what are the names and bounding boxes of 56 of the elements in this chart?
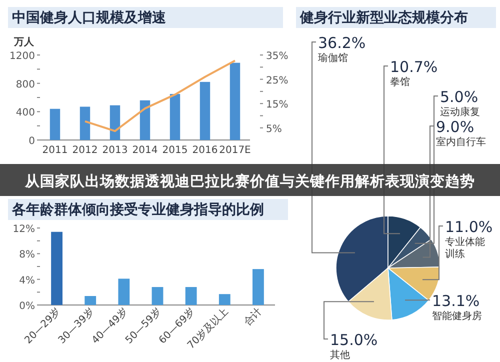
y-axis-title: 万人 [13,36,35,48]
bar [118,278,130,305]
x-tick-label: 2012 [72,145,98,156]
y2-tick-label: 35% [266,51,288,62]
x-tick-label: 2017E [219,145,251,156]
bar [170,94,180,140]
bar [140,100,150,140]
label: 11.0% 专业体能训练 [422,218,493,280]
data-label: 5.0% [440,88,478,106]
slice-label: 专业体能训练 [445,236,485,260]
label: 15.0% 其他 [324,301,378,361]
y-tick-label: 12% [12,224,35,235]
slice-label: 拳馆 [390,76,410,88]
bar [185,287,197,305]
y2-tick-label: 5% [266,124,282,135]
x-tick-label: 2013 [102,145,128,156]
bar [218,294,230,305]
slice-label: 智能健身房 [432,310,482,322]
slice-label: 室内自行车 [436,136,486,148]
y2-tick-label: 25% [266,75,288,86]
chart-title: 健身行业新型业态规模分布 [299,9,468,26]
y2-tick-label: 15% [266,100,288,111]
y-tick-label: 1200 [10,51,35,62]
bar [200,82,210,140]
bar [84,296,96,305]
data-label: 15.0% [330,331,378,349]
y-tick-label: 4% [19,275,35,286]
x-tick-label: 2011 [42,145,68,156]
y-tick-label: 8% [19,250,35,261]
slice-label: 瑜伽馆 [318,52,348,64]
label: 13.1% 智能健身房 [404,292,482,322]
bar [252,269,264,305]
x-tick-label: 2016 [192,145,218,156]
y-tick-label: 0% [19,301,35,312]
bar [230,62,240,140]
bar [50,108,60,140]
y-tick-label: 400 [16,108,35,119]
data-label: 10.7% [390,58,438,76]
slice-label: 运动康复 [440,106,480,118]
bar [51,232,62,305]
x-tick-label: 合计 [242,306,264,328]
bar [80,106,90,140]
x-tick-label: 2015 [162,145,188,156]
data-label: 36.2% [318,34,366,52]
slice-label: 其他 [330,349,350,361]
x-tick-label: 2014 [132,145,158,156]
data-label: 11.0% [445,218,493,236]
text: 从国家队出场数据透视迪巴拉比赛价值与关键作用解析表现演变趋势 [24,172,475,190]
chart-title: 中国健身人口规模及增速 [12,10,167,26]
bar [152,287,164,305]
chart-title: 各年龄群体倾向接受专业健身指导的比例 [11,201,264,218]
y-tick-label: 0 [28,136,35,147]
data-label: 13.1% [432,292,480,310]
data-label: 9.0% [436,118,474,136]
bar [110,105,120,140]
y-tick-label: 800 [16,79,35,90]
